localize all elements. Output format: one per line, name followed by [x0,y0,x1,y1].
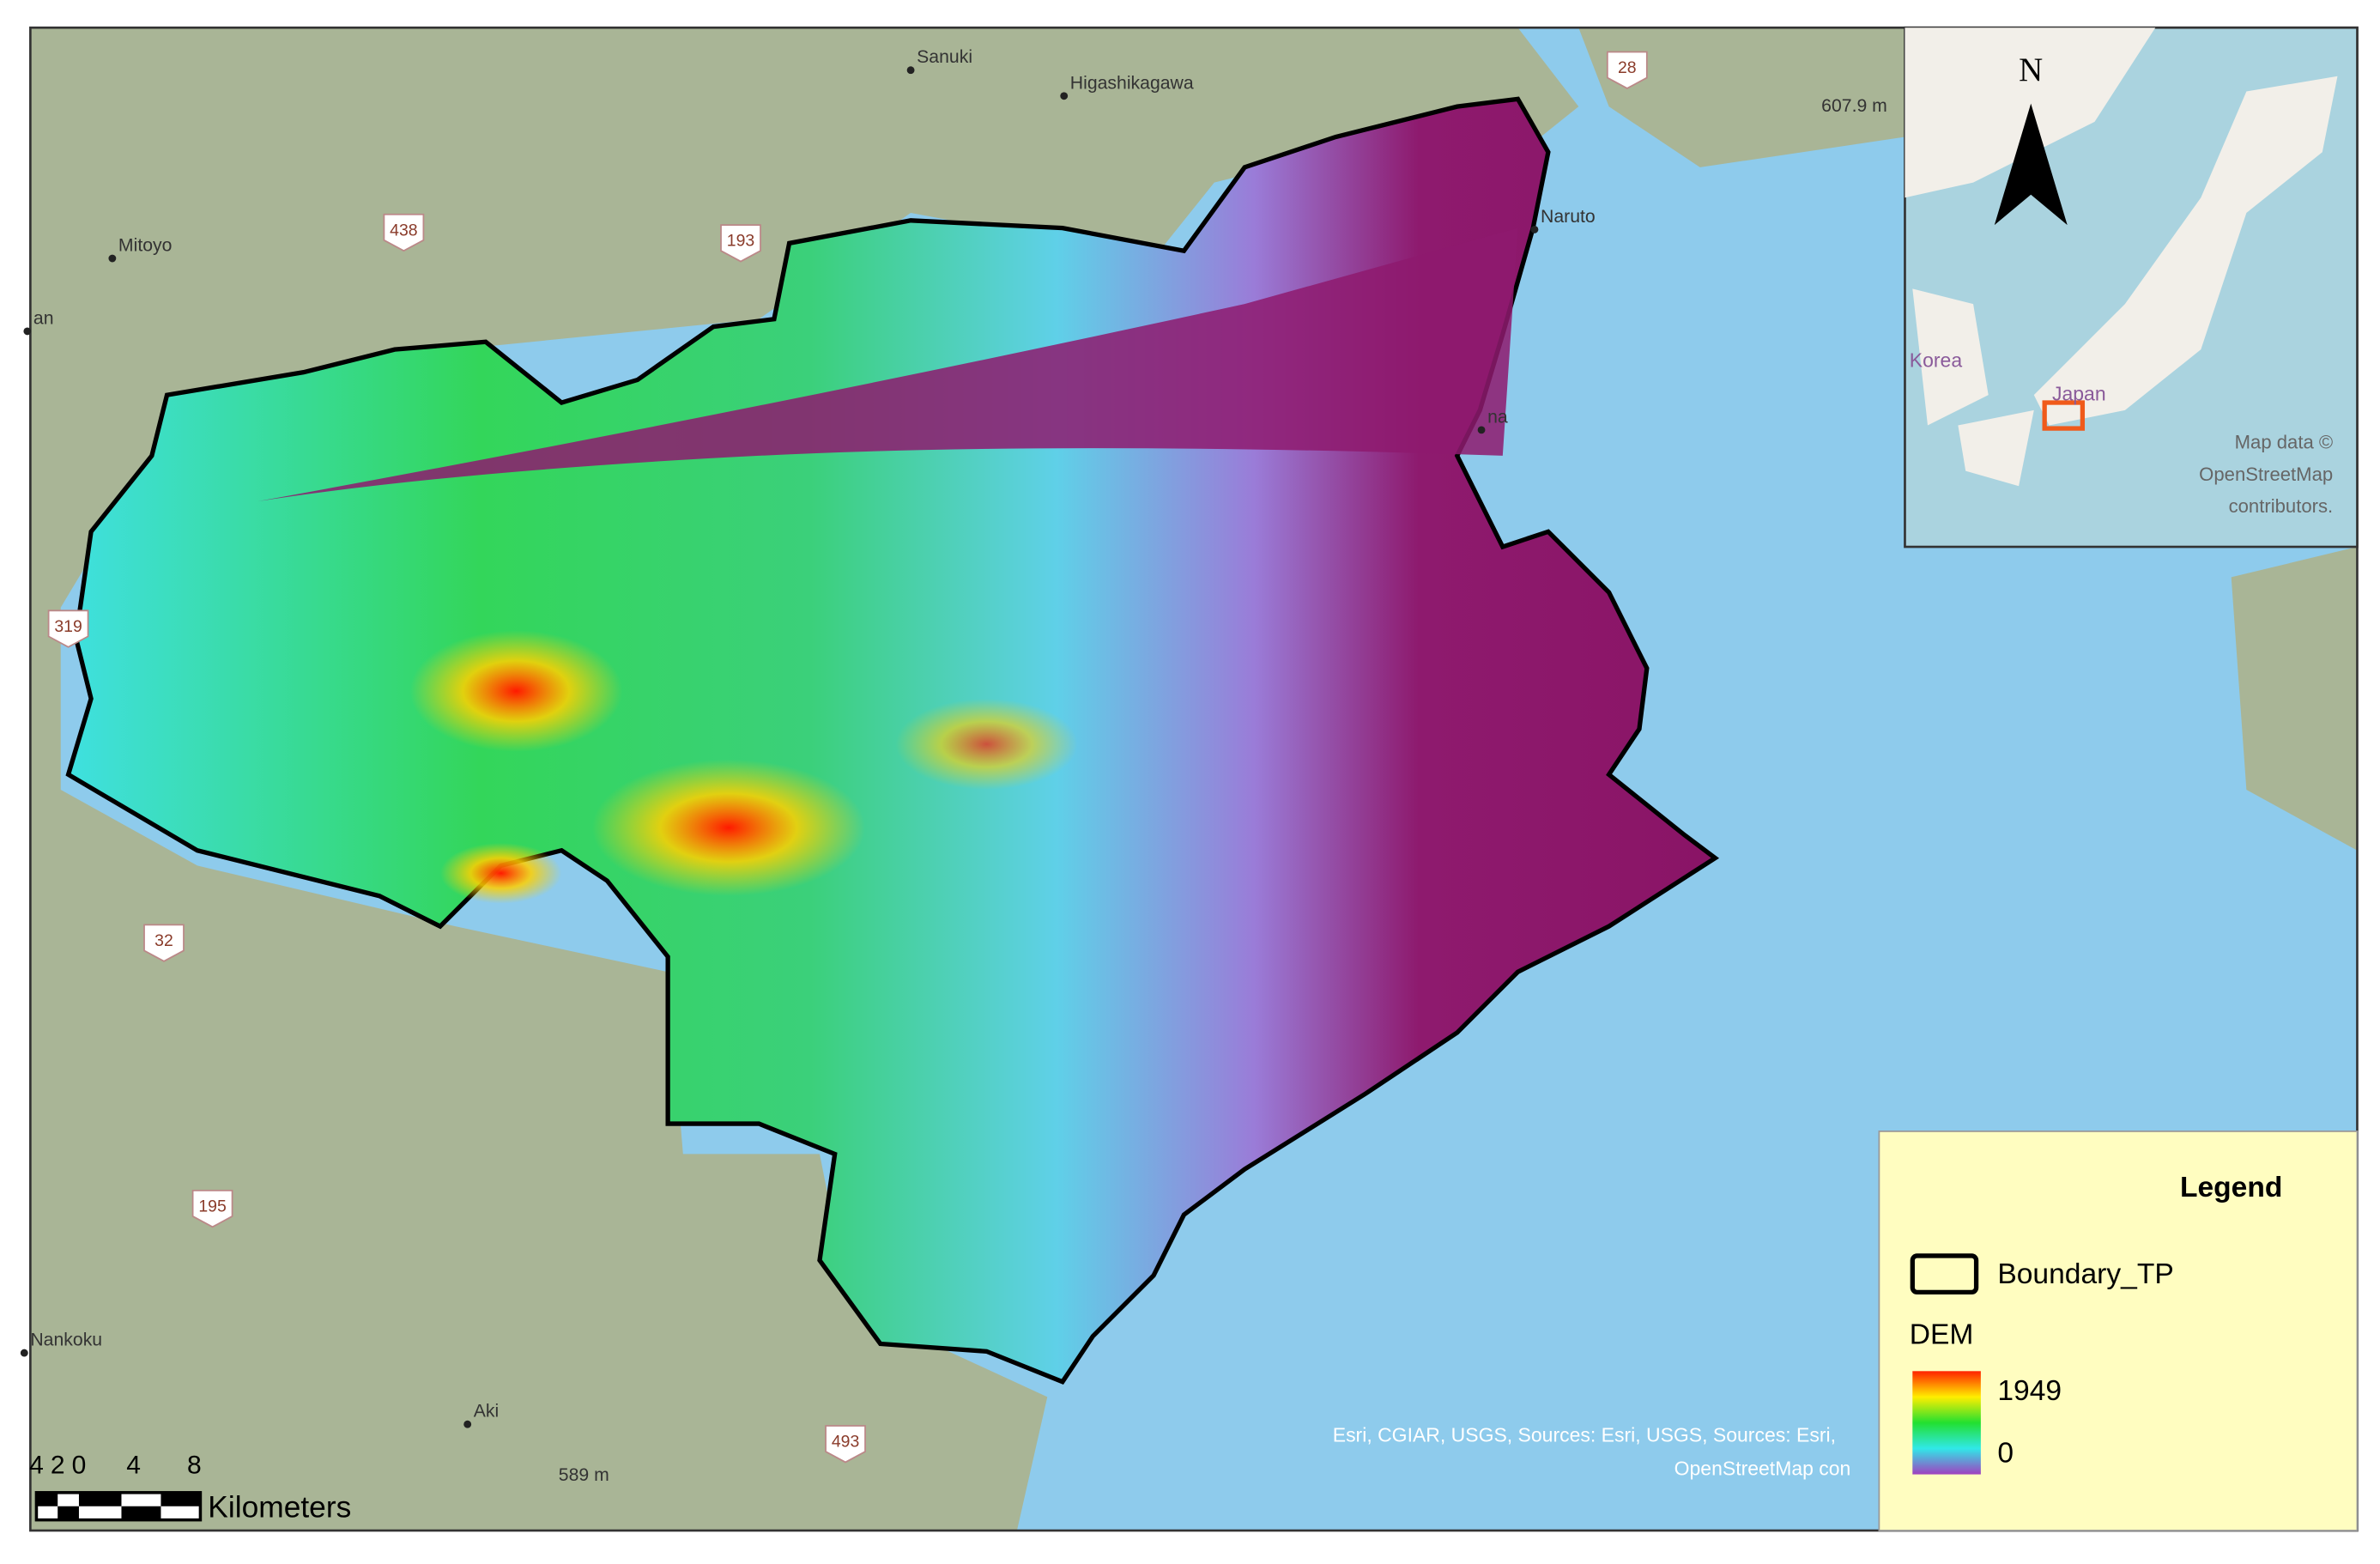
elevation-label: 589 m [559,1465,609,1485]
scalebar-tick: 4 [29,1452,44,1480]
road-shield [383,213,425,252]
legend-title: Legend [2180,1172,2282,1203]
scalebar-segment [78,1492,122,1506]
place-label: Higashikagawa [1070,73,1194,93]
legend-boundary-swatch [1910,1253,1979,1295]
frame [29,26,2359,1532]
road-number: 195 [198,1197,226,1215]
legend-dem: DEM [1910,1319,1974,1351]
road-shield [825,1425,866,1464]
scalebar [34,1491,203,1522]
inset-credit: Map data © [2235,432,2334,453]
highland [895,698,1078,790]
place-dot [906,66,915,75]
place-dot [1060,92,1069,100]
inset-credit: contributors. [2229,495,2334,517]
highland [409,630,623,752]
place-label: Nankoku [30,1331,102,1350]
valley [257,227,1518,501]
inset-credit: OpenStreetMap [2199,464,2333,485]
land [2231,547,2358,851]
road-number: 493 [832,1433,859,1452]
scalebar-segment [58,1506,79,1520]
place-dot [108,254,117,263]
place-label: Mitoyo [118,235,173,255]
place-dot [1530,225,1539,233]
legend-colorbar [1912,1371,1981,1475]
road-number: 438 [390,221,417,239]
road-shield [720,224,761,263]
road-shield [47,609,89,648]
place-dot [23,327,32,336]
north-arrow [1994,103,2068,226]
place-label: Aki [474,1402,499,1422]
place-label: Sanuki [917,47,972,67]
inset-locator [2042,400,2086,431]
road-shield [143,924,185,962]
place-label: Naruto [1541,207,1596,227]
scalebar-unit: Kilometers [208,1491,351,1525]
inset-land [1912,76,2338,487]
scalebar-segment [36,1492,58,1506]
place-label: an [33,308,54,328]
land [1578,27,1905,167]
scalebar-tick: 2 [51,1452,65,1480]
road-number: 193 [727,232,754,251]
land [30,27,1579,1531]
legend-min: 0 [1997,1437,2014,1469]
road-number: 319 [54,617,82,636]
inset-label: Japan [2052,382,2106,404]
highland [439,842,562,904]
scalebar-tick: 4 [126,1452,141,1480]
place-dot [20,1349,28,1357]
road-number: 32 [154,931,173,950]
inset-label: Korea [1910,349,1963,371]
place-dot [1477,426,1486,434]
legend-max: 1949 [1997,1375,2062,1407]
elevation-label: 607.9 m [1821,96,1887,116]
inset-north: N [2019,52,2043,88]
road-shield [191,1189,233,1228]
highland [591,759,866,896]
place-label: na [1487,407,1508,427]
scalebar-segment [121,1506,161,1520]
road-shield [1606,51,1648,89]
attribution: Esri, CGIAR, USGS, Sources: Esri, USGS, … [1333,1423,1836,1446]
legend-boundary: Boundary_TP [1997,1258,2173,1290]
scalebar-tick: 8 [187,1452,202,1480]
scalebar-tick: 0 [72,1452,87,1480]
attribution: OpenStreetMap con [1674,1457,1851,1479]
scalebar-segment [160,1492,201,1506]
place-dot [463,1420,472,1428]
road-number: 28 [1618,58,1637,77]
